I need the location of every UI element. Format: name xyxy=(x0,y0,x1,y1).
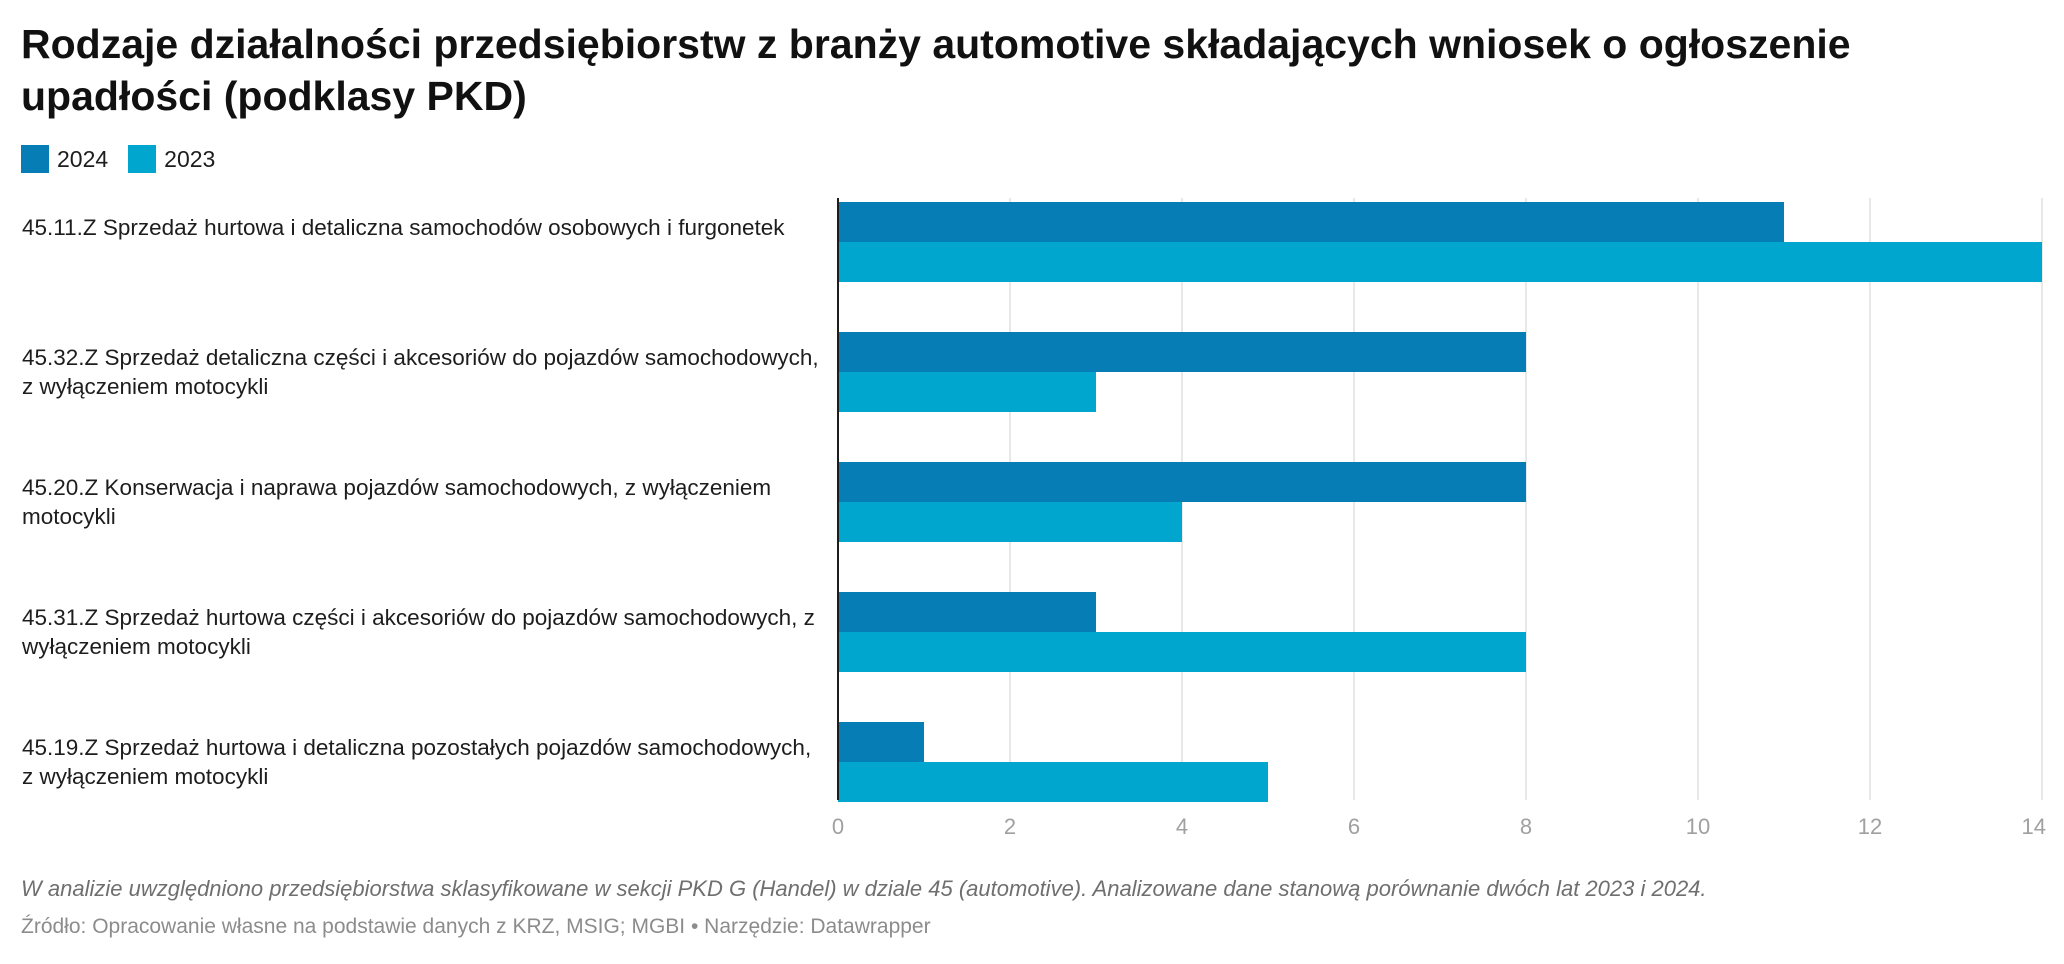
source-tool: Narzędzie: Datawrapper xyxy=(704,915,931,938)
category-label-4: 45.31.Z Sprzedaż hurtowa części i akceso… xyxy=(22,605,815,659)
bar-2023-3 xyxy=(838,502,1182,542)
x-tick-label-0: 0 xyxy=(832,814,844,839)
legend: 2024 2023 xyxy=(21,145,235,173)
bar-2023-4 xyxy=(838,632,1526,672)
bar-chart: 0 2 4 6 8 10 12 14 xyxy=(832,198,2046,839)
bar-2024-2 xyxy=(838,332,1526,372)
x-tick-label-2: 2 xyxy=(1004,814,1016,839)
x-tick-label-12: 12 xyxy=(1858,814,1882,839)
x-tick-label-6: 6 xyxy=(1348,814,1360,839)
source-text: Źródło: Opracowanie własne na podstawie … xyxy=(21,915,686,938)
bar-2024-1 xyxy=(838,202,1784,242)
legend-label-2023: 2023 xyxy=(164,145,216,172)
bar-2024-5 xyxy=(838,722,924,762)
chart-notes: W analizie uwzględniono przedsiębiorstwa… xyxy=(21,876,1707,901)
legend-label-2024: 2024 xyxy=(57,145,109,172)
x-tick-label-14: 14 xyxy=(2022,814,2046,839)
legend-item-2024: 2024 xyxy=(21,145,108,173)
source-separator: • xyxy=(690,915,699,938)
legend-swatch-2023 xyxy=(128,145,157,173)
bar-2023-1 xyxy=(838,242,2042,282)
bar-2024-3 xyxy=(838,462,1526,502)
chart-source: Źródło: Opracowanie własne na podstawie … xyxy=(21,915,931,939)
x-tick-label-8: 8 xyxy=(1520,814,1532,839)
legend-swatch-2024 xyxy=(21,145,49,173)
bar-2023-2 xyxy=(838,372,1096,412)
bar-2024-4 xyxy=(838,592,1096,632)
category-label-1: 45.11.Z Sprzedaż hurtowa i detaliczna sa… xyxy=(22,215,785,240)
category-label-2: 45.32.Z Sprzedaż detaliczna części i akc… xyxy=(22,345,819,399)
category-label-5: 45.19.Z Sprzedaż hurtowa i detaliczna po… xyxy=(22,735,812,789)
legend-item-2023: 2023 xyxy=(128,145,215,173)
chart-title: Rodzaje działalności przedsiębiorstw z b… xyxy=(21,21,1851,119)
x-tick-label-10: 10 xyxy=(1686,814,1710,839)
x-tick-label-4: 4 xyxy=(1176,814,1188,839)
bar-2023-5 xyxy=(838,762,1268,802)
category-label-3: 45.20.Z Konserwacja i naprawa pojazdów s… xyxy=(22,475,772,529)
chart-area: 45.11.Z Sprzedaż hurtowa i detaliczna sa… xyxy=(0,190,2064,840)
